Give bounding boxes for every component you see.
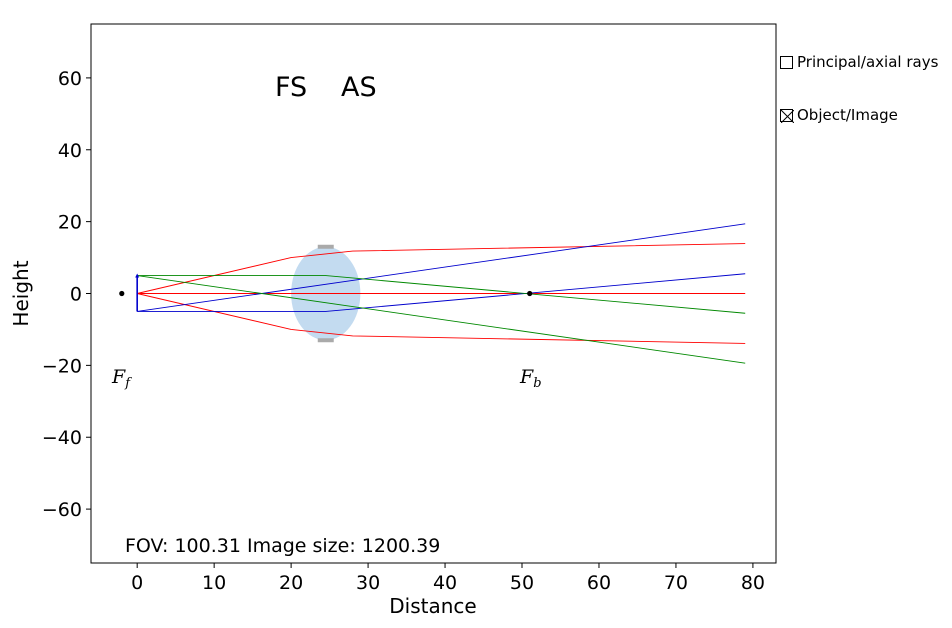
y-tick-label: 0 bbox=[70, 284, 82, 306]
checkbox-square[interactable] bbox=[780, 55, 793, 69]
back-focal-sub: b bbox=[533, 376, 541, 391]
x-tick-label: 60 bbox=[587, 572, 611, 594]
front-focal-point bbox=[119, 290, 125, 297]
ray-line-4 bbox=[137, 273, 746, 312]
object-image-label: Object/Image bbox=[797, 106, 898, 124]
y-tick-label: −20 bbox=[42, 355, 82, 377]
y-tick-label: −40 bbox=[42, 427, 82, 449]
x-tick-label: 40 bbox=[433, 572, 457, 594]
ray-line-5 bbox=[137, 275, 746, 314]
ray-line-6 bbox=[137, 275, 746, 364]
principal-rays-label: Principal/axial rays bbox=[797, 53, 939, 71]
x-tick-label: 20 bbox=[279, 572, 303, 594]
fov-image-size-label: FOV: 100.31 Image size: 1200.39 bbox=[125, 535, 440, 557]
object-arrow-head bbox=[135, 273, 140, 278]
back-focal-base: F bbox=[519, 366, 534, 388]
principal-rays-checkbox[interactable]: Principal/axial rays bbox=[780, 53, 938, 71]
y-axis-label: Height bbox=[9, 260, 33, 326]
back-focal-point bbox=[527, 290, 533, 297]
x-tick-label: 10 bbox=[202, 572, 226, 594]
check-cross-icon bbox=[781, 109, 794, 123]
back-focal-label: Fb bbox=[519, 366, 542, 391]
x-tick-label: 30 bbox=[356, 572, 380, 594]
y-tick-label: 60 bbox=[58, 68, 82, 90]
ray-line-3 bbox=[137, 223, 746, 312]
front-focal-base: F bbox=[111, 366, 126, 388]
checkbox-square[interactable] bbox=[780, 108, 794, 123]
y-tick-label: 20 bbox=[58, 212, 82, 234]
x-tick-label: 50 bbox=[510, 572, 534, 594]
aperture-stop-label: AS bbox=[341, 72, 377, 103]
y-tick-label: −60 bbox=[42, 499, 82, 521]
object-image-checkbox[interactable]: Object/Image bbox=[780, 106, 898, 124]
front-focal-sub: f bbox=[124, 376, 132, 391]
field-stop-label: FS bbox=[275, 72, 307, 103]
y-tick-label: 40 bbox=[58, 140, 82, 162]
x-tick-label: 0 bbox=[131, 572, 143, 594]
front-focal-label: Ff bbox=[111, 366, 132, 391]
chart-marks bbox=[119, 223, 746, 364]
x-tick-label: 80 bbox=[741, 572, 765, 594]
chart-axes: 0 10 20 30 40 50 60 70 80 −60 −40 −20 0 20 40 60 bbox=[42, 68, 765, 594]
x-axis-label: Distance bbox=[389, 594, 476, 618]
x-tick-label: 70 bbox=[664, 572, 688, 594]
